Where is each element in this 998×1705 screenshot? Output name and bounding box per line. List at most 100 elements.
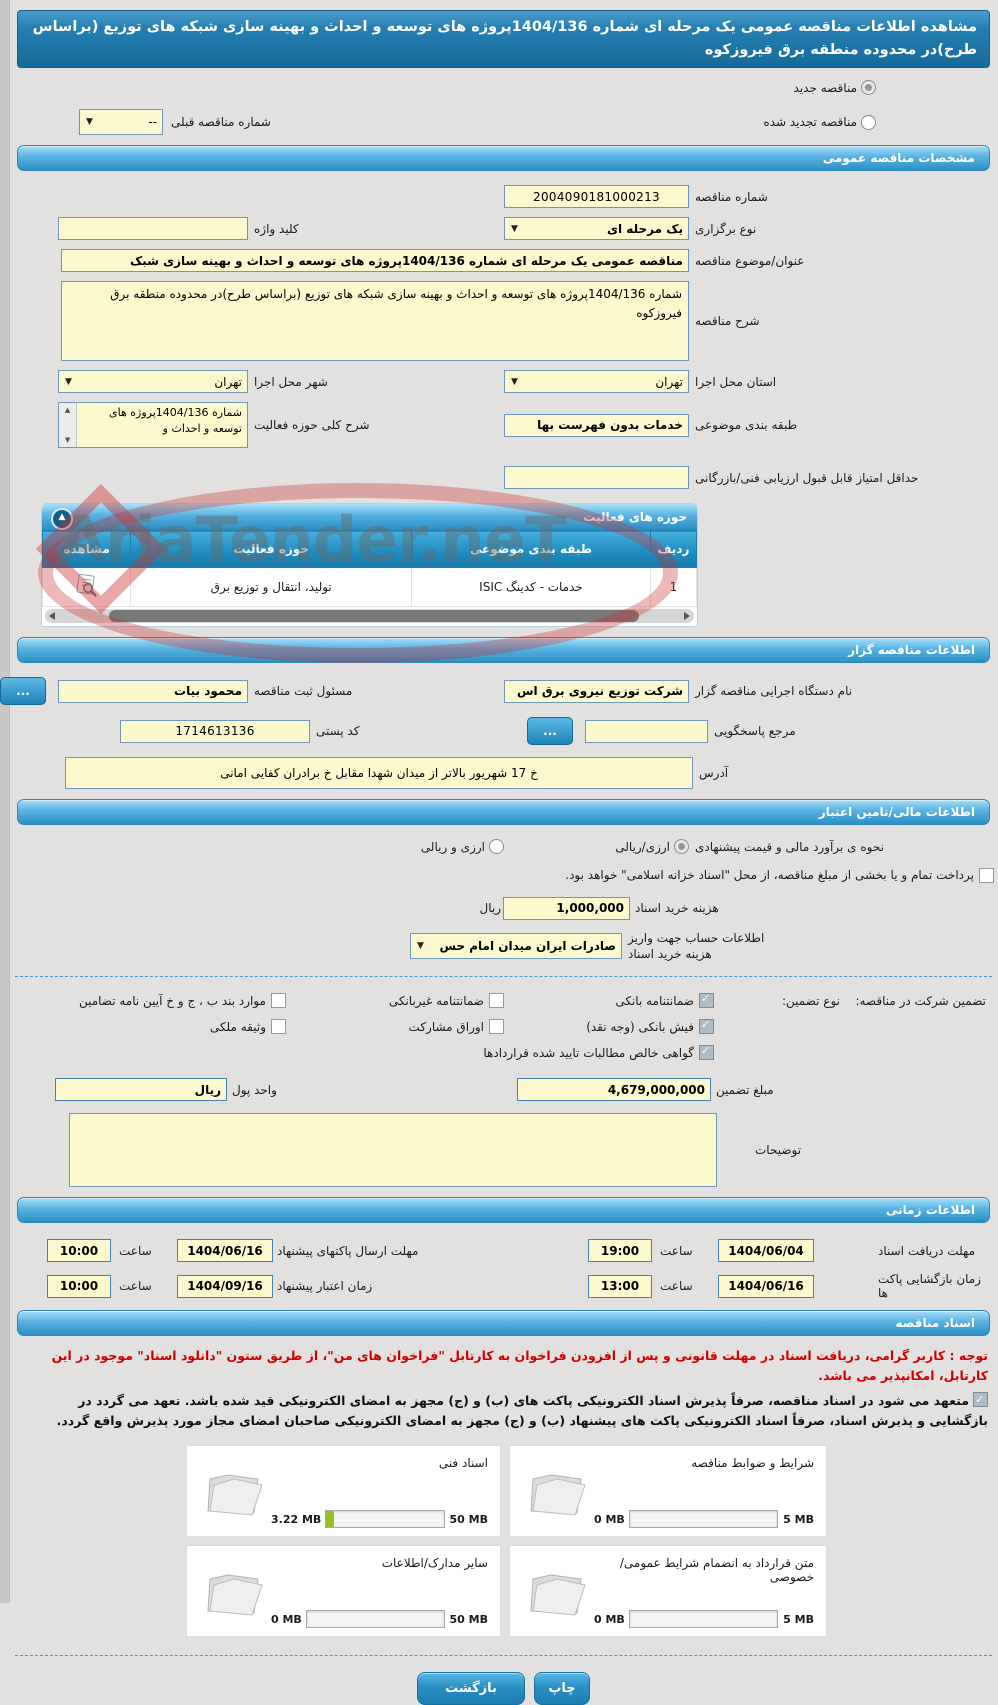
- answer-reference-input[interactable]: [585, 719, 708, 743]
- participation-bonds-checkbox[interactable]: [489, 1019, 504, 1035]
- currency-unit-field: ریال: [55, 1078, 227, 1102]
- treasury-checkbox[interactable]: [979, 868, 994, 884]
- scroll-up-icon[interactable]: ▲: [64, 406, 71, 415]
- min-score-input[interactable]: [504, 466, 689, 490]
- new-tender-radio[interactable]: [861, 80, 876, 96]
- scroll-right-arrow-icon[interactable]: [684, 612, 690, 621]
- reference-postal-row: مرجع پاسخگویی ... کد پستی 1714613136: [17, 717, 990, 746]
- currency-both-radio[interactable]: [489, 839, 504, 855]
- doc-receipt-deadline-date: 1404/06/04: [718, 1239, 814, 1263]
- doc-receipt-deadline-label: مهلت دریافت اسناد: [878, 1243, 976, 1258]
- tender-number-row: شماره مناقصه 2004090181000213: [17, 185, 990, 209]
- property-collateral-checkbox[interactable]: [271, 1019, 286, 1035]
- tender-renewed-row: مناقصه تجدید شده شماره مناقصه قبلی -- ▼: [17, 109, 876, 136]
- net-claims-checkbox[interactable]: [699, 1044, 714, 1061]
- back-button[interactable]: بازگشت: [417, 1672, 525, 1705]
- doc-receipt-deadline-time: 19:00: [588, 1239, 652, 1263]
- chevron-down-icon: ▼: [65, 376, 72, 387]
- previous-tender-number-label: شماره مناقصه قبلی: [171, 115, 271, 130]
- print-button[interactable]: چاپ: [534, 1672, 590, 1705]
- col-category: طبقه بندی موضوعی: [411, 530, 651, 569]
- envelope-submit-deadline-label: مهلت ارسال پاکتهای پیشنهاد: [277, 1243, 419, 1258]
- guarantee-row-1: تضمین شرکت در مناقصه: نوع تضمین: ضمانتنا…: [17, 992, 990, 1009]
- section-documents-header: اسناد مناقصه: [17, 1310, 990, 1337]
- bank-receipt-checkbox[interactable]: [699, 1018, 714, 1035]
- holding-type-label: نوع برگزاری: [695, 221, 757, 236]
- commitment-checkbox[interactable]: [973, 1391, 988, 1409]
- file-card-terms[interactable]: شرایط و ضوابط مناقصه 0 MB 5 MB: [509, 1445, 827, 1538]
- bank-guarantee-checkbox[interactable]: [699, 992, 714, 1009]
- new-tender-label: مناقصه جدید: [793, 80, 857, 95]
- holding-type-select[interactable]: یک مرحله ای ▼: [504, 217, 689, 241]
- guarantee-row-3: گواهی خالص مطالبات تایید شده قراردادها: [17, 1044, 990, 1061]
- footer-buttons: چاپ بازگشت: [9, 1672, 998, 1705]
- doc-fee-unit: ریال: [479, 901, 501, 916]
- upload-progress: 0 MB 5 MB: [594, 1510, 814, 1529]
- guarantee-amount-field: 4,679,000,000: [517, 1078, 711, 1102]
- file-card-contract[interactable]: متن قرارداد به انضمام شرایط عمومی/خصوصی …: [509, 1545, 827, 1638]
- category-label: طبقه بندی موضوعی: [695, 418, 798, 433]
- folder-icon: [207, 1474, 263, 1516]
- province-select[interactable]: تهران ▼: [504, 370, 689, 394]
- registrar-label: مسئول ثبت مناقصه: [254, 684, 353, 699]
- agency-field: شرکت توزیع نیروی برق اس: [504, 679, 689, 703]
- account-select[interactable]: صادرات ایران میدان امام حس ▼: [410, 933, 622, 960]
- chevron-down-icon: ▼: [86, 117, 93, 128]
- view-document-icon[interactable]: [74, 573, 100, 598]
- tender-number-field: 2004090181000213: [504, 185, 689, 209]
- file-card-label: متن قرارداد به انضمام شرایط عمومی/خصوصی: [619, 1556, 814, 1585]
- guarantee-label: تضمین شرکت در مناقصه:: [855, 993, 986, 1008]
- nonbank-guarantee-checkbox[interactable]: [489, 993, 504, 1009]
- document-cards: شرایط و ضوابط مناقصه 0 MB 5 MB اسناد فنی: [9, 1445, 827, 1638]
- chevron-down-icon: ▼: [417, 941, 424, 952]
- section-timing-header: اطلاعات زمانی: [17, 1197, 990, 1224]
- folder-icon: [207, 1574, 263, 1616]
- scroll-left-arrow-icon[interactable]: [49, 612, 55, 621]
- province-label: استان محل اجرا: [695, 374, 777, 389]
- horizontal-scrollbar[interactable]: [45, 609, 694, 624]
- collapse-icon[interactable]: ▲: [51, 508, 73, 531]
- city-select[interactable]: تهران ▼: [58, 370, 248, 394]
- reference-more-button[interactable]: ...: [527, 717, 573, 746]
- account-row: اطلاعات حساب جهت واریز هزینه خرید اسناد …: [17, 930, 783, 962]
- notes-textarea[interactable]: [69, 1113, 717, 1188]
- tender-new-row: مناقصه جدید: [17, 80, 876, 96]
- scrollbar-thumb[interactable]: [109, 610, 639, 623]
- keyword-input[interactable]: [58, 217, 248, 241]
- scope-textarea[interactable]: شماره 1404/136پروژه های توسعه و احداث و …: [58, 402, 248, 449]
- guarantee-row-2: فیش بانکی (وجه نقد) اوراق مشارکت وثیقه م…: [17, 1018, 990, 1035]
- answer-reference-label: مرجع پاسخگویی: [714, 724, 796, 739]
- description-textarea[interactable]: شماره 1404/136پروژه های توسعه و احداث و …: [61, 281, 689, 362]
- guarantee-option: وثیقه ملکی: [210, 1019, 286, 1035]
- guarantee-type-label: نوع تضمین:: [782, 993, 840, 1008]
- file-card-label: شرایط و ضوابط مناقصه: [691, 1456, 814, 1471]
- col-view: مشاهده: [42, 530, 132, 569]
- account-label: اطلاعات حساب جهت واریز هزینه خرید اسناد: [628, 930, 765, 962]
- description-label: شرح مناقصه: [695, 314, 760, 329]
- scope-scrollbar[interactable]: ▲ ▼: [59, 403, 77, 448]
- scroll-down-icon[interactable]: ▼: [64, 435, 71, 444]
- doc-fee-field: 1,000,000: [503, 896, 630, 920]
- currency-rial-option: ارزی/ریالی: [559, 839, 689, 855]
- timing-row-2: زمان بازگشایی پاکت ها 1404/06/16 ساعت 13…: [17, 1272, 988, 1300]
- address-field: خ 17 شهریور بالاتر از میدان شهدا مقابل خ…: [65, 757, 693, 790]
- file-card-technical[interactable]: اسناد فنی 3.22 MB 50 MB: [186, 1445, 501, 1538]
- upload-progress: 0 MB 50 MB: [271, 1610, 488, 1629]
- currency-rial-radio[interactable]: [674, 839, 689, 855]
- chevron-down-icon: ▼: [511, 376, 518, 387]
- renewed-tender-radio[interactable]: [861, 114, 876, 130]
- city-label: شهر محل اجرا: [254, 374, 328, 389]
- doc-fee-row: هزینه خرید اسناد 1,000,000 ریال: [17, 896, 743, 920]
- timing-row-1: مهلت دریافت اسناد 1404/06/04 ساعت 19:00 …: [17, 1239, 988, 1263]
- previous-tender-number-select[interactable]: -- ▼: [79, 109, 163, 136]
- estimate-method-label: نحوه ی برآورد مالی و قیمت پیشنهادی: [695, 839, 884, 854]
- bylaw-items-checkbox[interactable]: [271, 993, 286, 1009]
- page-title: مشاهده اطلاعات مناقصه عمومی یک مرحله ای …: [17, 10, 990, 69]
- col-activity-field: حوزه فعالیت: [130, 530, 413, 569]
- currency-both-option: ارزی و ریالی: [421, 839, 504, 855]
- registrar-more-button[interactable]: ...: [0, 677, 46, 706]
- file-card-label: سایر مدارک/اطلاعات: [381, 1556, 488, 1571]
- upload-progress: 3.22 MB 50 MB: [271, 1510, 488, 1529]
- file-card-other[interactable]: سایر مدارک/اطلاعات 0 MB 50 MB: [186, 1545, 501, 1638]
